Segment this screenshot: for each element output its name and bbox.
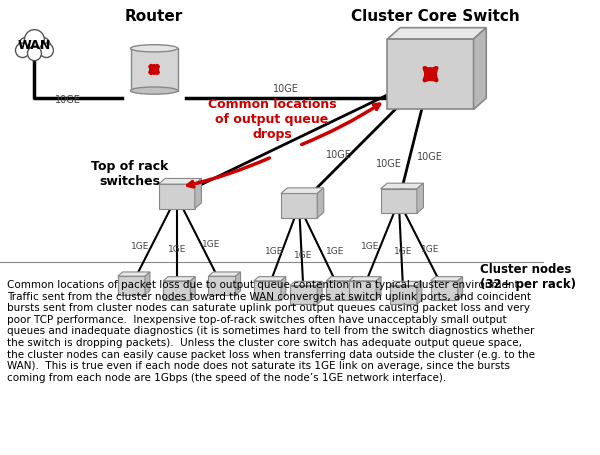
Text: 1GE: 1GE [295, 251, 313, 260]
Polygon shape [254, 277, 286, 281]
Text: Top of rack
switches: Top of rack switches [91, 159, 168, 187]
Circle shape [28, 47, 41, 61]
Polygon shape [380, 189, 417, 214]
Polygon shape [317, 188, 324, 218]
Polygon shape [458, 277, 463, 300]
Text: 1GE: 1GE [361, 242, 379, 250]
Polygon shape [349, 281, 376, 300]
Text: 10GE: 10GE [272, 84, 298, 94]
Circle shape [32, 38, 50, 56]
Polygon shape [290, 282, 322, 286]
Polygon shape [281, 188, 324, 194]
Polygon shape [388, 29, 486, 40]
Polygon shape [236, 273, 241, 295]
Polygon shape [195, 179, 202, 209]
Polygon shape [131, 49, 178, 91]
Polygon shape [380, 184, 424, 189]
Text: 10GE: 10GE [376, 159, 402, 169]
Polygon shape [281, 194, 317, 218]
Text: 1GE: 1GE [202, 240, 220, 248]
Polygon shape [326, 277, 358, 281]
Polygon shape [353, 277, 358, 300]
Text: 1GE: 1GE [394, 246, 413, 255]
Polygon shape [290, 286, 317, 305]
Polygon shape [254, 281, 281, 300]
Polygon shape [473, 29, 486, 110]
Circle shape [40, 44, 53, 58]
Text: Cluster nodes
(32+ per rack): Cluster nodes (32+ per rack) [481, 263, 577, 291]
Polygon shape [390, 286, 417, 305]
Polygon shape [417, 282, 422, 305]
Ellipse shape [131, 88, 178, 95]
Text: 10GE: 10GE [326, 150, 352, 160]
Polygon shape [388, 40, 473, 110]
Polygon shape [190, 277, 195, 300]
Polygon shape [158, 185, 195, 209]
Text: Cluster Core Switch: Cluster Core Switch [350, 10, 520, 25]
Polygon shape [118, 277, 145, 295]
Circle shape [19, 38, 37, 56]
Polygon shape [417, 184, 424, 214]
Text: Common locations of packet loss due to output queue contention in a typical clus: Common locations of packet loss due to o… [7, 279, 535, 382]
Polygon shape [431, 277, 463, 281]
Circle shape [25, 30, 44, 51]
Text: Router: Router [125, 10, 183, 25]
Polygon shape [326, 281, 353, 300]
Text: WAN: WAN [18, 39, 51, 51]
Text: 1GE: 1GE [421, 244, 440, 253]
Text: 1GE: 1GE [265, 246, 283, 255]
Polygon shape [118, 273, 150, 277]
Polygon shape [163, 281, 190, 300]
Polygon shape [158, 179, 202, 185]
Text: Common locations
of output queue
drops: Common locations of output queue drops [208, 98, 336, 141]
Text: 1GE: 1GE [326, 246, 344, 255]
Text: 10GE: 10GE [55, 95, 81, 105]
Polygon shape [208, 277, 236, 295]
Polygon shape [390, 282, 422, 286]
Polygon shape [145, 273, 150, 295]
Polygon shape [431, 281, 458, 300]
Polygon shape [163, 277, 195, 281]
Ellipse shape [131, 46, 178, 53]
Polygon shape [208, 273, 241, 277]
Polygon shape [317, 282, 322, 305]
Text: 1GE: 1GE [131, 242, 149, 250]
Polygon shape [376, 277, 381, 300]
Polygon shape [349, 277, 381, 281]
Circle shape [16, 44, 29, 58]
Text: 10GE: 10GE [417, 152, 443, 162]
Text: 1GE: 1GE [167, 244, 186, 253]
Polygon shape [281, 277, 286, 300]
